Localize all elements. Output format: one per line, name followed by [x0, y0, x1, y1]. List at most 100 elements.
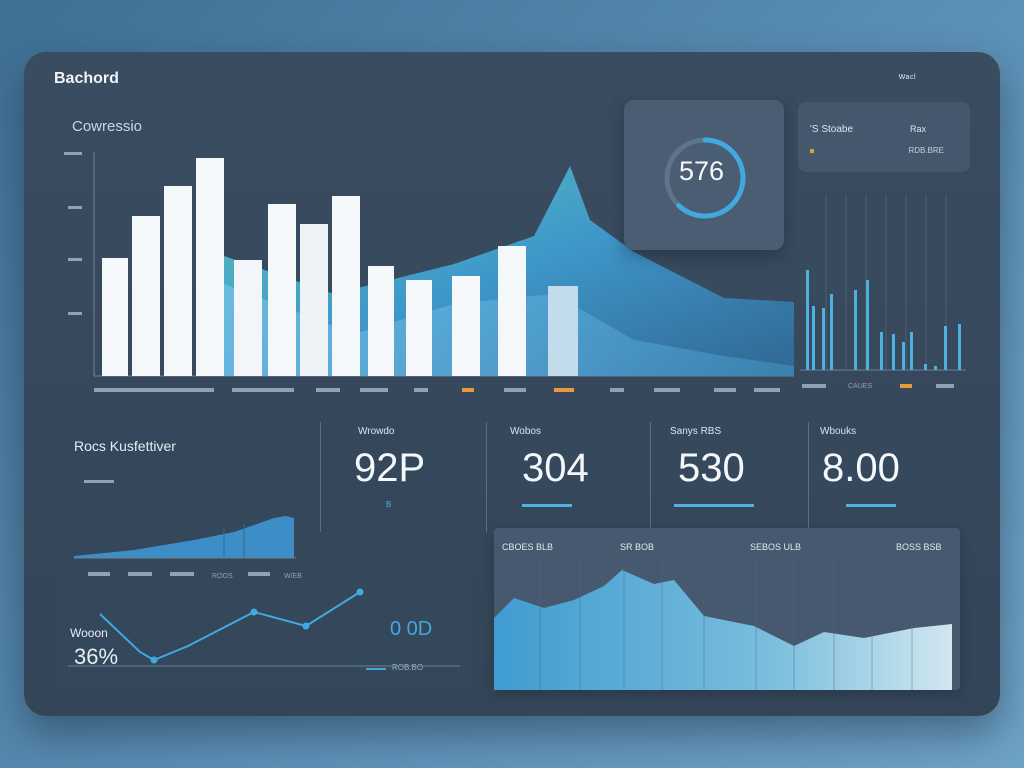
mini-x-tick-5 [248, 572, 270, 576]
distribution-area [494, 570, 952, 690]
app-title: Bachord [54, 70, 119, 87]
summary-sub-right: RDB.BRE [908, 146, 944, 155]
metric-value: 36% [74, 644, 119, 669]
side-bar-8 [892, 334, 895, 370]
kpi-4-sub [846, 504, 896, 507]
x-tick-2 [232, 388, 294, 392]
trend-title: Rocs Kusfettiver [74, 438, 176, 454]
kpi-4-label: Wbouks [820, 426, 857, 437]
side-bar-12 [934, 366, 937, 370]
gauge-arc [664, 137, 746, 219]
bar-10 [406, 280, 432, 376]
line-point-4 [356, 588, 364, 596]
mini-x-tick-2 [128, 572, 152, 576]
side-bar-1 [806, 270, 809, 370]
area-header-1: CBOES BLB [502, 542, 554, 552]
bar-6 [268, 204, 296, 376]
side-x-tick-1 [802, 384, 826, 388]
x-tick-4 [360, 388, 388, 392]
metric-legend-line [366, 668, 386, 670]
bar-5 [234, 260, 262, 376]
side-bar-9 [902, 342, 905, 370]
x-tick-6 [462, 388, 474, 392]
x-tick-3 [316, 388, 340, 392]
mini-area-sub-label [84, 480, 114, 483]
line-chart [68, 588, 460, 667]
line-point-2 [250, 608, 258, 616]
x-tick-7 [504, 388, 526, 392]
gauge-value: 576 [679, 156, 725, 186]
x-tick-5 [414, 388, 428, 392]
line-point-3 [302, 622, 310, 630]
trend-panel: Rocs Kusfettiver ROOS W/EB Wooon 36% 0 0… [58, 418, 470, 690]
y-tick-4 [68, 312, 82, 315]
x-tick-1 [94, 388, 214, 392]
side-x-ticks: CAUES [802, 383, 954, 390]
kpi-3-label: Sanys RBS [670, 426, 722, 437]
top-nav: Wacl [863, 74, 952, 81]
kpi-2-sub [522, 504, 572, 507]
kpi-card-4[interactable]: Wbouks 8.00 [814, 418, 974, 538]
y-tick-3 [68, 258, 82, 261]
side-x-tick-2: CAUES [848, 383, 872, 390]
kpi-card-1[interactable]: Wrowdo 92P B [334, 418, 464, 538]
y-tick-1 [64, 152, 82, 155]
side-bar-chart: CAUES [800, 194, 966, 390]
kpi-card-3[interactable]: Sanys RBS 530 [654, 418, 804, 538]
line-point-1 [150, 656, 158, 664]
summary-card[interactable]: 'S Stoabe Rax RDB.BRE [798, 102, 970, 172]
side-bar-3 [822, 308, 825, 370]
bar-1 [102, 258, 128, 376]
kpi-2-value: 304 [522, 446, 589, 490]
dashboard-window: Bachord Wacl Cowressio [24, 52, 1000, 716]
summary-sub [810, 146, 817, 155]
mini-area-fill [74, 516, 294, 558]
x-tick-9 [610, 388, 624, 392]
mini-x-tick-6: W/EB [284, 573, 302, 580]
bar-11 [452, 276, 480, 376]
kpi-1-sub: B [386, 500, 392, 509]
area-header-4: BOSS BSB [896, 542, 942, 552]
kpi-3-sub [674, 504, 754, 507]
x-tick-12 [754, 388, 780, 392]
line-series [99, 591, 361, 662]
bar-4 [196, 158, 224, 376]
bar-2 [132, 216, 160, 376]
side-bar-5 [854, 290, 857, 370]
kpi-4-value: 8.00 [822, 446, 900, 490]
distribution-chart [494, 558, 952, 690]
bar-7 [300, 224, 328, 376]
y-tick-labels [64, 152, 82, 315]
metric-label: Wooon [70, 626, 108, 640]
x-tick-labels [94, 388, 780, 392]
bar-9 [368, 266, 394, 376]
side-x-tick-4 [936, 384, 954, 388]
x-tick-10 [654, 388, 680, 392]
distribution-gridlines [539, 558, 913, 690]
x-tick-8 [554, 388, 574, 392]
side-bar-2 [812, 306, 815, 370]
gauge-ring [664, 137, 746, 219]
kpi-1-label: Wrowdo [358, 426, 395, 437]
side-bar-11 [924, 364, 927, 370]
nav-item-2[interactable]: Wacl [898, 74, 916, 81]
side-bar-13 [944, 326, 947, 370]
mini-x-tick-1 [88, 572, 110, 576]
metric-right-value: 0 0D [390, 618, 433, 640]
summary-right-label: Rax [909, 124, 926, 134]
side-bar-6 [866, 280, 869, 370]
metric-right-sub: ROB.BO [392, 663, 424, 672]
bar-12 [498, 246, 526, 376]
kpi-divider-4 [808, 422, 809, 532]
mini-area-chart [74, 480, 296, 559]
distribution-card[interactable]: CBOES BLB SR BOB SEBOS ULB BOSS BSB [494, 528, 960, 690]
side-bar-7 [880, 332, 883, 370]
y-tick-2 [68, 206, 82, 209]
bar-8 [332, 196, 360, 376]
side-bar-10 [910, 332, 913, 370]
kpi-2-label: Wobos [510, 426, 541, 437]
bar-3 [164, 186, 192, 376]
side-bar-4 [830, 294, 833, 370]
gauge-card[interactable]: 576 [624, 100, 784, 250]
kpi-card-2[interactable]: Wobos 304 [498, 418, 648, 538]
